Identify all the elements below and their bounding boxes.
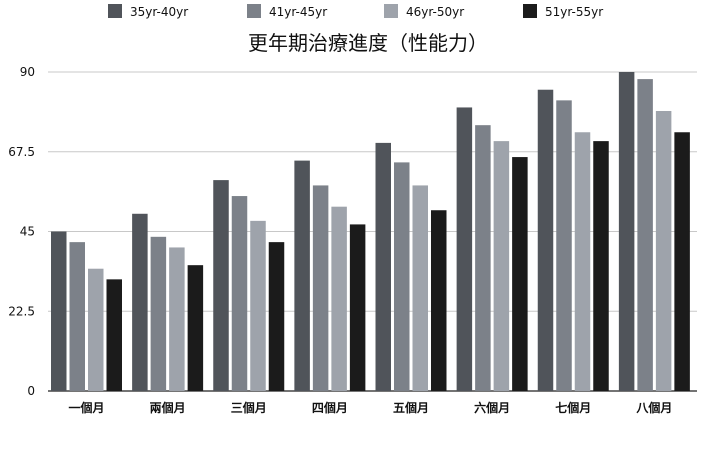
legend-label: 41yr-45yr [269, 5, 327, 19]
bar [294, 160, 310, 391]
bar [556, 100, 572, 391]
bar [187, 265, 204, 391]
x-tick-label: 三個月 [231, 400, 267, 415]
legend-swatch [384, 4, 398, 18]
bar [431, 210, 447, 391]
x-tick-label: 七個月 [555, 400, 591, 415]
bar [213, 180, 229, 391]
bar [512, 157, 528, 391]
bar [250, 220, 266, 391]
bar [618, 72, 635, 391]
x-tick-label: 六個月 [474, 400, 510, 415]
bars [51, 72, 690, 392]
bar [51, 231, 67, 391]
bar [475, 125, 491, 392]
bar [132, 213, 148, 391]
bar [537, 89, 554, 391]
chart-title: 更年期治療進度（性能力） [248, 31, 488, 55]
bar [394, 162, 410, 391]
legend-label: 35yr-40yr [130, 5, 188, 19]
bar [637, 79, 653, 391]
x-tick-label: 兩個月 [150, 400, 186, 415]
bar [268, 242, 285, 391]
legend: 35yr-40yr 41yr-45yr 46yr-50yr 51yr-55yr [108, 4, 603, 19]
y-axis: 0 22.5 45 67.5 90 [8, 65, 35, 398]
x-axis: 一個月 兩個月 三個月 四個月 五個月 六個月 七個月 八個月 [68, 400, 672, 415]
x-tick-label: 四個月 [312, 400, 348, 415]
y-tick-label: 45 [20, 225, 35, 239]
bar [655, 110, 672, 391]
x-tick-label: 一個月 [68, 400, 104, 415]
bar [593, 141, 609, 391]
y-tick-label: 0 [27, 384, 35, 398]
bar [312, 185, 329, 391]
bar [69, 242, 85, 391]
bar [674, 132, 690, 391]
legend-swatch [523, 4, 537, 18]
legend-label: 51yr-55yr [545, 5, 603, 19]
legend-label: 46yr-50yr [406, 5, 464, 19]
bar [88, 268, 104, 391]
x-tick-label: 五個月 [393, 400, 429, 415]
bar [231, 196, 248, 391]
bar [493, 141, 510, 391]
bar [412, 185, 428, 391]
bar [456, 107, 473, 391]
bar [106, 279, 122, 391]
x-tick-label: 八個月 [635, 400, 672, 415]
bar [169, 247, 185, 391]
bar [150, 236, 167, 391]
legend-swatch [108, 4, 122, 18]
legend-swatch [247, 4, 261, 18]
bar [574, 132, 591, 391]
y-tick-label: 67.5 [8, 145, 35, 159]
y-tick-label: 22.5 [8, 304, 35, 318]
bar [349, 224, 366, 391]
y-tick-label: 90 [20, 65, 35, 79]
bar [331, 206, 347, 391]
bar [375, 142, 391, 391]
